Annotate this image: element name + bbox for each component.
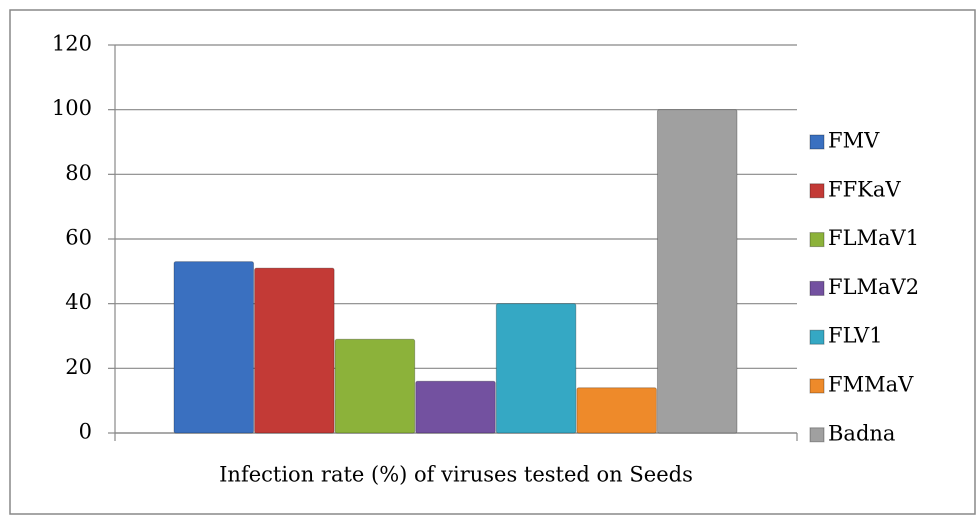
bar: [495, 303, 577, 434]
legend-label: FMV: [828, 129, 880, 153]
legend-label: FLMaV2: [828, 275, 919, 299]
legend-label: FMMaV: [828, 373, 914, 397]
bar: [656, 109, 738, 434]
legend-label: FFKaV: [828, 177, 901, 201]
bar: [576, 387, 657, 434]
y-tick-label: 60: [65, 226, 92, 250]
y-tick-label: 120: [52, 32, 92, 56]
legend-swatch: [809, 378, 825, 394]
legend-swatch: [809, 183, 825, 199]
chart-title: Infection rate (%) of viruses tested on …: [219, 463, 693, 487]
y-tick-label: 80: [65, 161, 92, 185]
legend-swatch: [809, 232, 825, 248]
legend-label: Badna: [828, 421, 895, 445]
bar: [415, 380, 496, 434]
legend-label: FLMaV1: [828, 226, 919, 250]
y-tick-label: 0: [79, 420, 92, 444]
bar: [173, 261, 255, 434]
y-tick-label: 100: [52, 96, 92, 120]
y-tick-label: 20: [65, 355, 92, 379]
legend-swatch: [809, 427, 825, 443]
y-tick-label: 40: [65, 290, 92, 314]
legend-swatch: [809, 329, 825, 345]
legend-swatch: [809, 134, 825, 150]
legend-swatch: [809, 280, 825, 296]
legend-label: FLV1: [828, 324, 883, 348]
bar: [334, 338, 416, 434]
bar: [254, 267, 335, 434]
